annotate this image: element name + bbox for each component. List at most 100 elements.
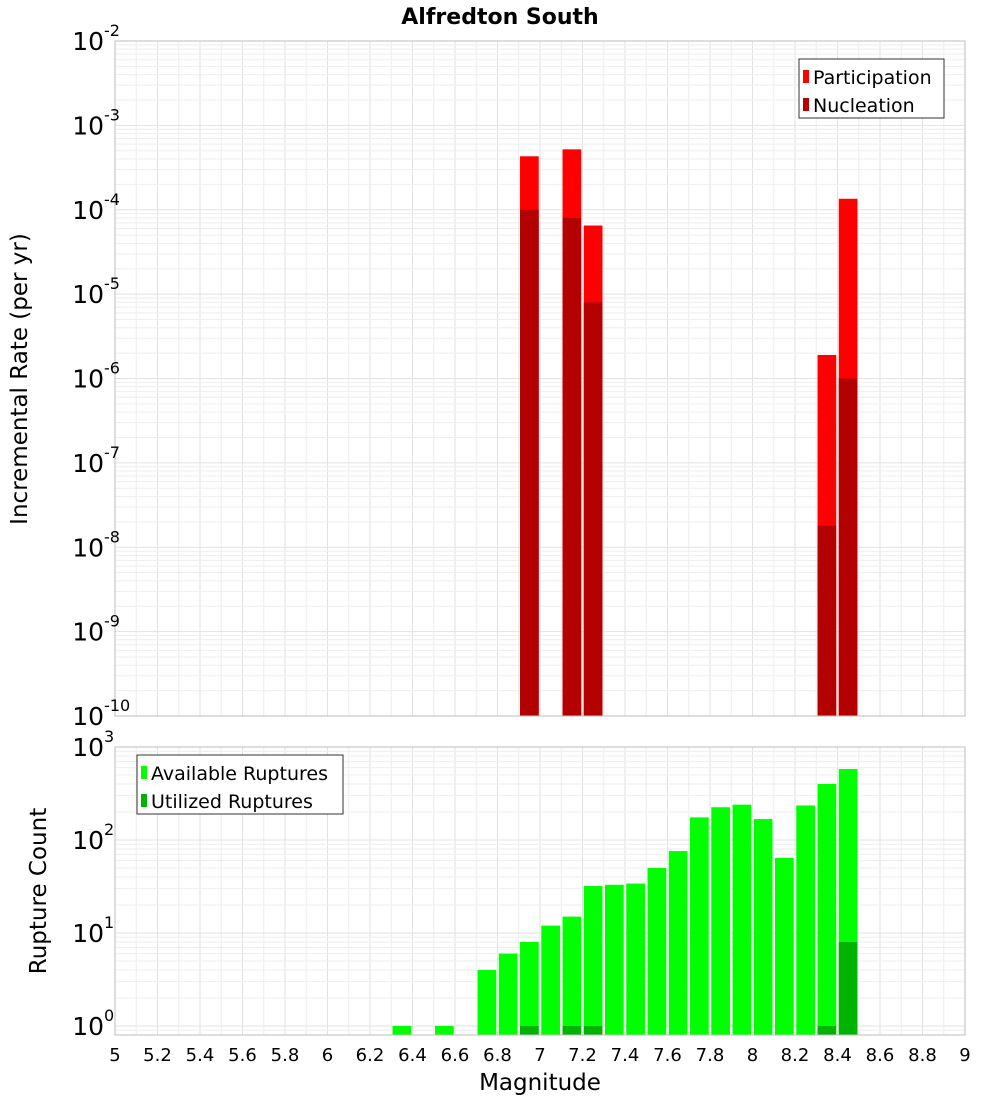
- bar-utilized-ruptures: [562, 1025, 582, 1035]
- x-tick-label: 7: [534, 1045, 545, 1066]
- y-tick-label-base: 10: [72, 733, 104, 762]
- y-tick-label-base: 10: [72, 449, 104, 478]
- x-tick-label: 5: [109, 1045, 120, 1066]
- x-axis-label: Magnitude: [479, 1070, 601, 1096]
- x-tick-label: 7.6: [653, 1045, 682, 1066]
- top-plot-frame: [114, 40, 966, 717]
- x-tick-labels: 5 5.2 5.4 5.6 5.8 6 6.2 6.4 6.6 6.8 7 7.2 7.4 7.6 7.8 8…: [109, 1045, 970, 1066]
- x-tick-label: 6: [322, 1045, 333, 1066]
- bar-available-ruptures: [647, 867, 667, 1035]
- x-tick-label: 8.8: [908, 1045, 937, 1066]
- bar-available-ruptures: [775, 858, 794, 1035]
- y-tick-label-base: 10: [72, 533, 104, 562]
- x-tick-label: 9: [959, 1045, 970, 1066]
- bar-available-ruptures: [626, 883, 645, 1035]
- bar-nucleation: [817, 525, 837, 716]
- y-tick-label-exponent: -7: [104, 443, 120, 462]
- legend-swatch: [803, 70, 809, 83]
- bar-nucleation: [838, 378, 858, 716]
- legend-swatch: [141, 766, 147, 779]
- y-tick-label-exponent: 0: [104, 1006, 114, 1025]
- bar-nucleation: [520, 209, 539, 716]
- y-tick-label-base: 10: [72, 365, 104, 394]
- bar-available-ruptures: [498, 953, 518, 1035]
- y-tick-label-base: 10: [72, 196, 104, 225]
- top-y-axis-label: Incremental Rate (per yr): [7, 233, 33, 525]
- legend-label: Utilized Ruptures: [151, 791, 313, 813]
- bottom-bars: [392, 769, 858, 1035]
- bar-available-ruptures: [668, 851, 688, 1035]
- y-tick-label-base: 10: [72, 1012, 104, 1041]
- x-tick-label: 7.8: [696, 1045, 725, 1066]
- bar-available-ruptures: [796, 805, 815, 1035]
- x-tick-label: 8.2: [781, 1045, 810, 1066]
- y-tick-label-exponent: -3: [104, 105, 120, 124]
- chart-title: Alfredton South: [401, 5, 598, 30]
- legend-label: Available Ruptures: [151, 763, 328, 785]
- y-tick-label-base: 10: [72, 826, 104, 855]
- bar-nucleation: [562, 217, 582, 716]
- top-legend: Participation Nucleation: [798, 58, 945, 119]
- legend-box: [798, 58, 945, 119]
- legend-label: Participation: [813, 67, 932, 89]
- x-tick-label: 8.6: [866, 1045, 895, 1066]
- bar-available-ruptures: [477, 969, 497, 1035]
- legend-swatch: [803, 98, 809, 111]
- y-tick-label-base: 10: [72, 27, 104, 56]
- x-tick-label: 6.8: [483, 1045, 512, 1066]
- bar-available-ruptures: [541, 925, 560, 1035]
- bar-nucleation: [583, 302, 603, 716]
- legend-box: [136, 754, 344, 815]
- y-tick-label-base: 10: [72, 702, 104, 731]
- x-tick-label: 6.2: [356, 1045, 385, 1066]
- bar-available-ruptures: [583, 886, 603, 1035]
- x-tick-label: 8: [747, 1045, 758, 1066]
- y-tick-label-base: 10: [72, 111, 104, 140]
- bar-utilized-ruptures: [520, 1025, 539, 1035]
- bar-available-ruptures: [605, 884, 624, 1035]
- bottom-y-axis-label: Rupture Count: [26, 808, 52, 974]
- bar-utilized-ruptures: [817, 1025, 837, 1035]
- y-tick-label-exponent: -2: [104, 21, 120, 40]
- bar-available-ruptures: [711, 807, 730, 1035]
- bar-available-ruptures: [392, 1025, 412, 1035]
- bar-available-ruptures: [562, 916, 582, 1035]
- bar-available-ruptures: [520, 942, 539, 1035]
- bar-utilized-ruptures: [838, 942, 858, 1035]
- bar-available-ruptures: [817, 784, 837, 1035]
- x-tick-label: 5.4: [186, 1045, 215, 1066]
- bar-available-ruptures: [690, 817, 709, 1035]
- y-tick-label-exponent: -4: [104, 190, 120, 209]
- y-tick-label-exponent: -10: [104, 696, 130, 715]
- x-tick-label: 6.6: [441, 1045, 470, 1066]
- x-tick-label: 7.2: [568, 1045, 597, 1066]
- x-tick-label: 7.4: [611, 1045, 640, 1066]
- bar-available-ruptures: [435, 1025, 454, 1035]
- x-tick-label: 5.8: [271, 1045, 300, 1066]
- y-tick-label-exponent: -6: [104, 359, 120, 378]
- y-tick-label-exponent: 3: [104, 727, 114, 746]
- legend-label: Nucleation: [813, 95, 915, 117]
- x-tick-label: 6.4: [398, 1045, 427, 1066]
- y-tick-label-exponent: 2: [104, 820, 114, 839]
- top-bars: [520, 149, 858, 717]
- y-tick-label-exponent: -9: [104, 612, 120, 631]
- y-tick-label-exponent: -8: [104, 527, 120, 546]
- y-tick-label-exponent: 1: [104, 913, 114, 932]
- bar-utilized-ruptures: [583, 1025, 603, 1035]
- y-tick-label-base: 10: [72, 618, 104, 647]
- x-tick-label: 5.6: [228, 1045, 257, 1066]
- x-tick-label: 5.2: [143, 1045, 172, 1066]
- top-grid: [114, 40, 966, 717]
- y-tick-label-base: 10: [72, 919, 104, 948]
- bar-available-ruptures: [732, 804, 752, 1035]
- bottom-legend: Available Ruptures Utilized Ruptures: [136, 754, 344, 815]
- bar-available-ruptures: [753, 819, 773, 1035]
- bottom-plot-frame: [114, 746, 966, 1036]
- legend-swatch: [141, 794, 147, 807]
- y-tick-label-exponent: -5: [104, 274, 120, 293]
